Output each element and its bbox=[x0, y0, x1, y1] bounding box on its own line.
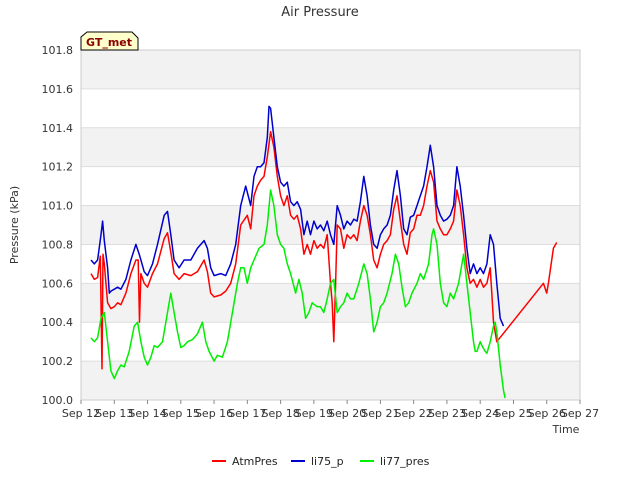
grid-band bbox=[81, 50, 580, 89]
legend-label: AtmPres bbox=[232, 455, 278, 468]
y-axis-title: Pressure (kPa) bbox=[8, 186, 21, 264]
x-tick-label: Sep 22 bbox=[395, 407, 433, 420]
y-axis-ticks: 100.0 100.2 100.4 100.6 100.8 101.0 101.2 101.4… bbox=[42, 44, 74, 407]
x-tick-label: Sep 27 bbox=[561, 407, 599, 420]
x-tick-label: Sep 19 bbox=[295, 407, 333, 420]
grid-band bbox=[81, 205, 580, 245]
series-line-li77-pres bbox=[90, 189, 506, 399]
x-tick-label: Sep 17 bbox=[228, 407, 266, 420]
y-tick-label: 101.8 bbox=[42, 44, 74, 57]
x-tick-label: Sep 12 bbox=[62, 407, 100, 420]
series-lines bbox=[90, 105, 558, 399]
y-tick-label: 100.4 bbox=[42, 316, 74, 329]
series-line-li75-p bbox=[90, 105, 505, 327]
grid-band bbox=[81, 127, 580, 167]
x-tick-label: Sep 23 bbox=[428, 407, 466, 420]
y-tick-label: 101.2 bbox=[42, 161, 74, 174]
chart-title: Air Pressure bbox=[281, 5, 359, 20]
x-axis-title: Time bbox=[552, 423, 580, 436]
x-tick-label: Sep 18 bbox=[261, 407, 299, 420]
badge-label: GT_met bbox=[86, 36, 132, 49]
grid-band bbox=[81, 361, 580, 400]
x-tick-label: Sep 21 bbox=[361, 407, 399, 420]
x-tick-label: Sep 26 bbox=[528, 407, 566, 420]
x-tick-label: Sep 16 bbox=[195, 407, 233, 420]
legend-label: li77_pres bbox=[380, 455, 430, 468]
x-tick-label: Sep 14 bbox=[128, 407, 166, 420]
site-badge: GT_met bbox=[80, 31, 139, 51]
grid-bands bbox=[81, 50, 580, 400]
x-tick-label: Sep 15 bbox=[162, 407, 200, 420]
badge-shape bbox=[80, 31, 139, 51]
y-tick-label: 100.6 bbox=[42, 277, 74, 290]
x-tick-label: Sep 20 bbox=[328, 407, 366, 420]
legend-label: li75_p bbox=[311, 455, 344, 468]
legend: AtmPres li75_p li77_pres bbox=[212, 455, 430, 468]
x-tick-label: Sep 25 bbox=[494, 407, 532, 420]
y-tick-label: 100.0 bbox=[42, 394, 74, 407]
y-tick-label: 100.2 bbox=[42, 355, 74, 368]
series-line-atmpres bbox=[90, 130, 558, 370]
plot-frame bbox=[80, 49, 581, 401]
y-tick-label: 101.0 bbox=[42, 200, 74, 213]
y-tick-label: 101.4 bbox=[42, 122, 74, 135]
x-tick-label: Sep 13 bbox=[95, 407, 133, 420]
y-tick-label: 100.8 bbox=[42, 238, 74, 251]
y-tick-label: 101.6 bbox=[42, 83, 74, 96]
x-tick-label: Sep 24 bbox=[461, 407, 499, 420]
